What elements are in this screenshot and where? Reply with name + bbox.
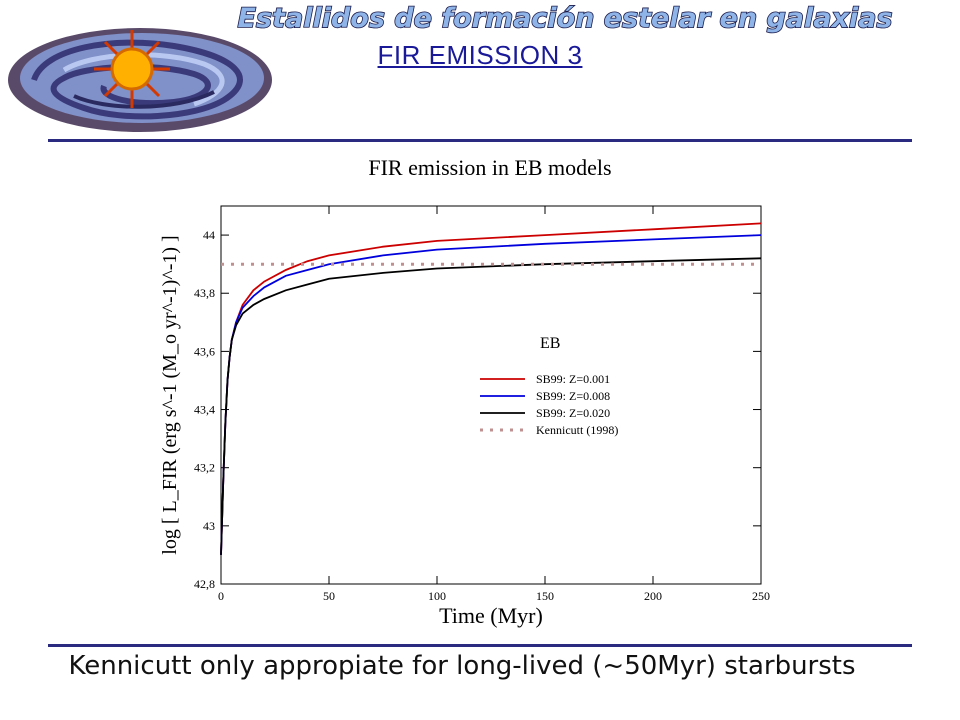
sun-icon — [94, 30, 170, 108]
y-tick-label: 43,6 — [194, 344, 215, 358]
legend-label: SB99: Z=0.008 — [536, 389, 610, 403]
series-lines — [220, 222, 762, 555]
legend-title: EB — [540, 335, 560, 352]
y-tick-label: 43,2 — [194, 461, 215, 475]
series-line-sb99-z-0-001 — [220, 222, 762, 555]
slide-title: FIR EMISSION 3 — [377, 40, 583, 70]
galaxy-logo — [8, 28, 272, 132]
legend-label: SB99: Z=0.020 — [536, 406, 610, 420]
y-tick-label: 43,4 — [194, 403, 215, 417]
banner-text: Estallidos de formación estelar en galax… — [238, 3, 893, 34]
x-axis-label: Time (Myr) — [439, 603, 543, 628]
x-tick-label: 50 — [323, 589, 335, 603]
chart-title: FIR emission in EB models — [368, 155, 611, 180]
plot-frame — [220, 205, 762, 585]
y-tick-label: 43,8 — [194, 286, 215, 300]
legend: EB SB99: Z=0.001 SB99: Z=0.008 SB99: Z=0.0… — [480, 335, 618, 437]
legend-label: Kennicutt (1998) — [536, 423, 618, 437]
x-tick-label: 150 — [536, 589, 554, 603]
y-tick-label: 44 — [203, 228, 215, 242]
series-line-sb99-z-0-008 — [220, 234, 762, 555]
x-tick-label: 100 — [428, 589, 446, 603]
y-axis-label: log [ L_FIR (erg s^-1 (M_o yr^-1)^-1) ] — [159, 235, 181, 554]
x-tick-label: 250 — [752, 589, 770, 603]
series-line-sb99-z-0-020 — [220, 257, 762, 555]
bottom-divider — [48, 644, 912, 647]
top-divider — [48, 139, 912, 142]
legend-label: SB99: Z=0.001 — [536, 372, 610, 386]
x-tick-label: 200 — [644, 589, 662, 603]
y-tick-label: 43 — [203, 519, 215, 533]
y-tick-label: 42,8 — [194, 577, 215, 591]
banner-heading: Estallidos de formación estelar en galax… — [237, 2, 894, 35]
footer-caption: Kennicutt only appropiate for long-lived… — [68, 651, 856, 681]
x-tick-label: 0 — [218, 589, 224, 603]
x-axis-ticks: 0 50 100 150 200 250 — [218, 206, 770, 603]
y-axis-ticks: 42,8 43 43,2 43,4 43,6 43,8 44 — [194, 228, 761, 591]
fir-emission-chart: FIR emission in EB models 42,8 43 43,2 43,4… — [159, 155, 770, 628]
